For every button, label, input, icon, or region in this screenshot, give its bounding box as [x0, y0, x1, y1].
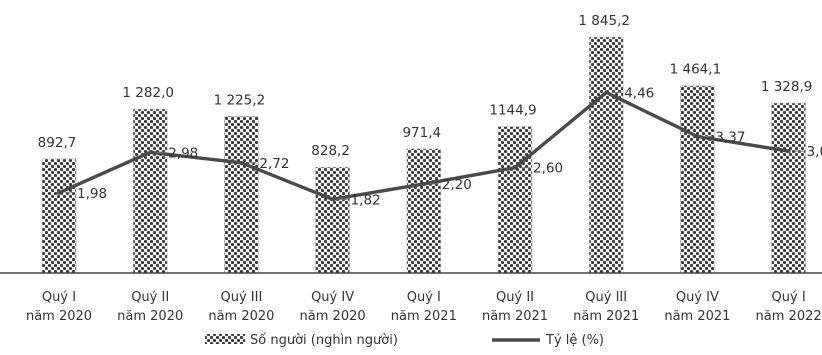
- rate-value-label: 2,60: [533, 161, 563, 177]
- bar-5: [406, 148, 442, 274]
- rate-point-9: [786, 149, 791, 154]
- x-tick-label: Quý III năm 2021: [573, 290, 639, 324]
- x-tick-label: Quý IV năm 2021: [664, 290, 730, 324]
- x-tick-label: Quý IV năm 2020: [300, 290, 366, 324]
- bar-4: [315, 166, 350, 274]
- bar-value-label: 1 282,0: [122, 85, 174, 101]
- legend: Số người (nghìn người) Tỷ lệ (%): [205, 333, 604, 348]
- bar-value-label: 1 225,2: [214, 92, 266, 108]
- bar-1: [41, 158, 77, 274]
- rate-point-7: [604, 90, 609, 95]
- bar-value-label: 971,4: [402, 125, 441, 141]
- rate-point-8: [695, 134, 700, 139]
- bar-8: [680, 85, 715, 274]
- x-tick-label: Quý II năm 2020: [117, 290, 183, 324]
- rate-point-3: [239, 160, 244, 165]
- rate-value-label: 2,98: [168, 145, 198, 161]
- bar-2: [132, 108, 168, 274]
- rate-value-label: 4,46: [624, 85, 654, 101]
- legend-bar-swatch: [205, 334, 245, 344]
- rate-value-label: 3,37: [715, 130, 745, 146]
- x-tick-label: Quý III năm 2020: [208, 290, 274, 324]
- legend-line-label: Tỷ lệ (%): [545, 333, 604, 348]
- rate-point-5: [421, 181, 426, 186]
- rate-point-2: [148, 150, 153, 155]
- rate-point-6: [513, 165, 517, 170]
- bar-3: [224, 116, 259, 274]
- rate-value-label: 2,72: [259, 156, 289, 172]
- bar-6: [497, 126, 533, 274]
- legend-bar-label: Số người (nghìn người): [250, 333, 398, 348]
- bar-value-label: 1 845,2: [578, 13, 630, 29]
- rate-value-label: 1,82: [351, 192, 381, 208]
- bar-value-label: 828,2: [311, 143, 350, 159]
- x-tick-label: Quý II năm 2021: [482, 290, 548, 324]
- bar-9: [771, 102, 806, 274]
- rate-point-4: [330, 197, 335, 202]
- rate-value-label: 3,01: [807, 144, 822, 160]
- bar-7: [588, 36, 624, 274]
- rate-value-label: 2,20: [442, 177, 472, 193]
- rate-value-label: 1,98: [77, 186, 107, 202]
- bar-value-label: 1 328,9: [761, 79, 813, 95]
- bar-value-label: 1144,9: [489, 103, 536, 119]
- rate-point-1: [57, 190, 61, 195]
- bar-value-label: 1 464,1: [670, 62, 722, 78]
- bar-value-label: 892,7: [38, 135, 77, 151]
